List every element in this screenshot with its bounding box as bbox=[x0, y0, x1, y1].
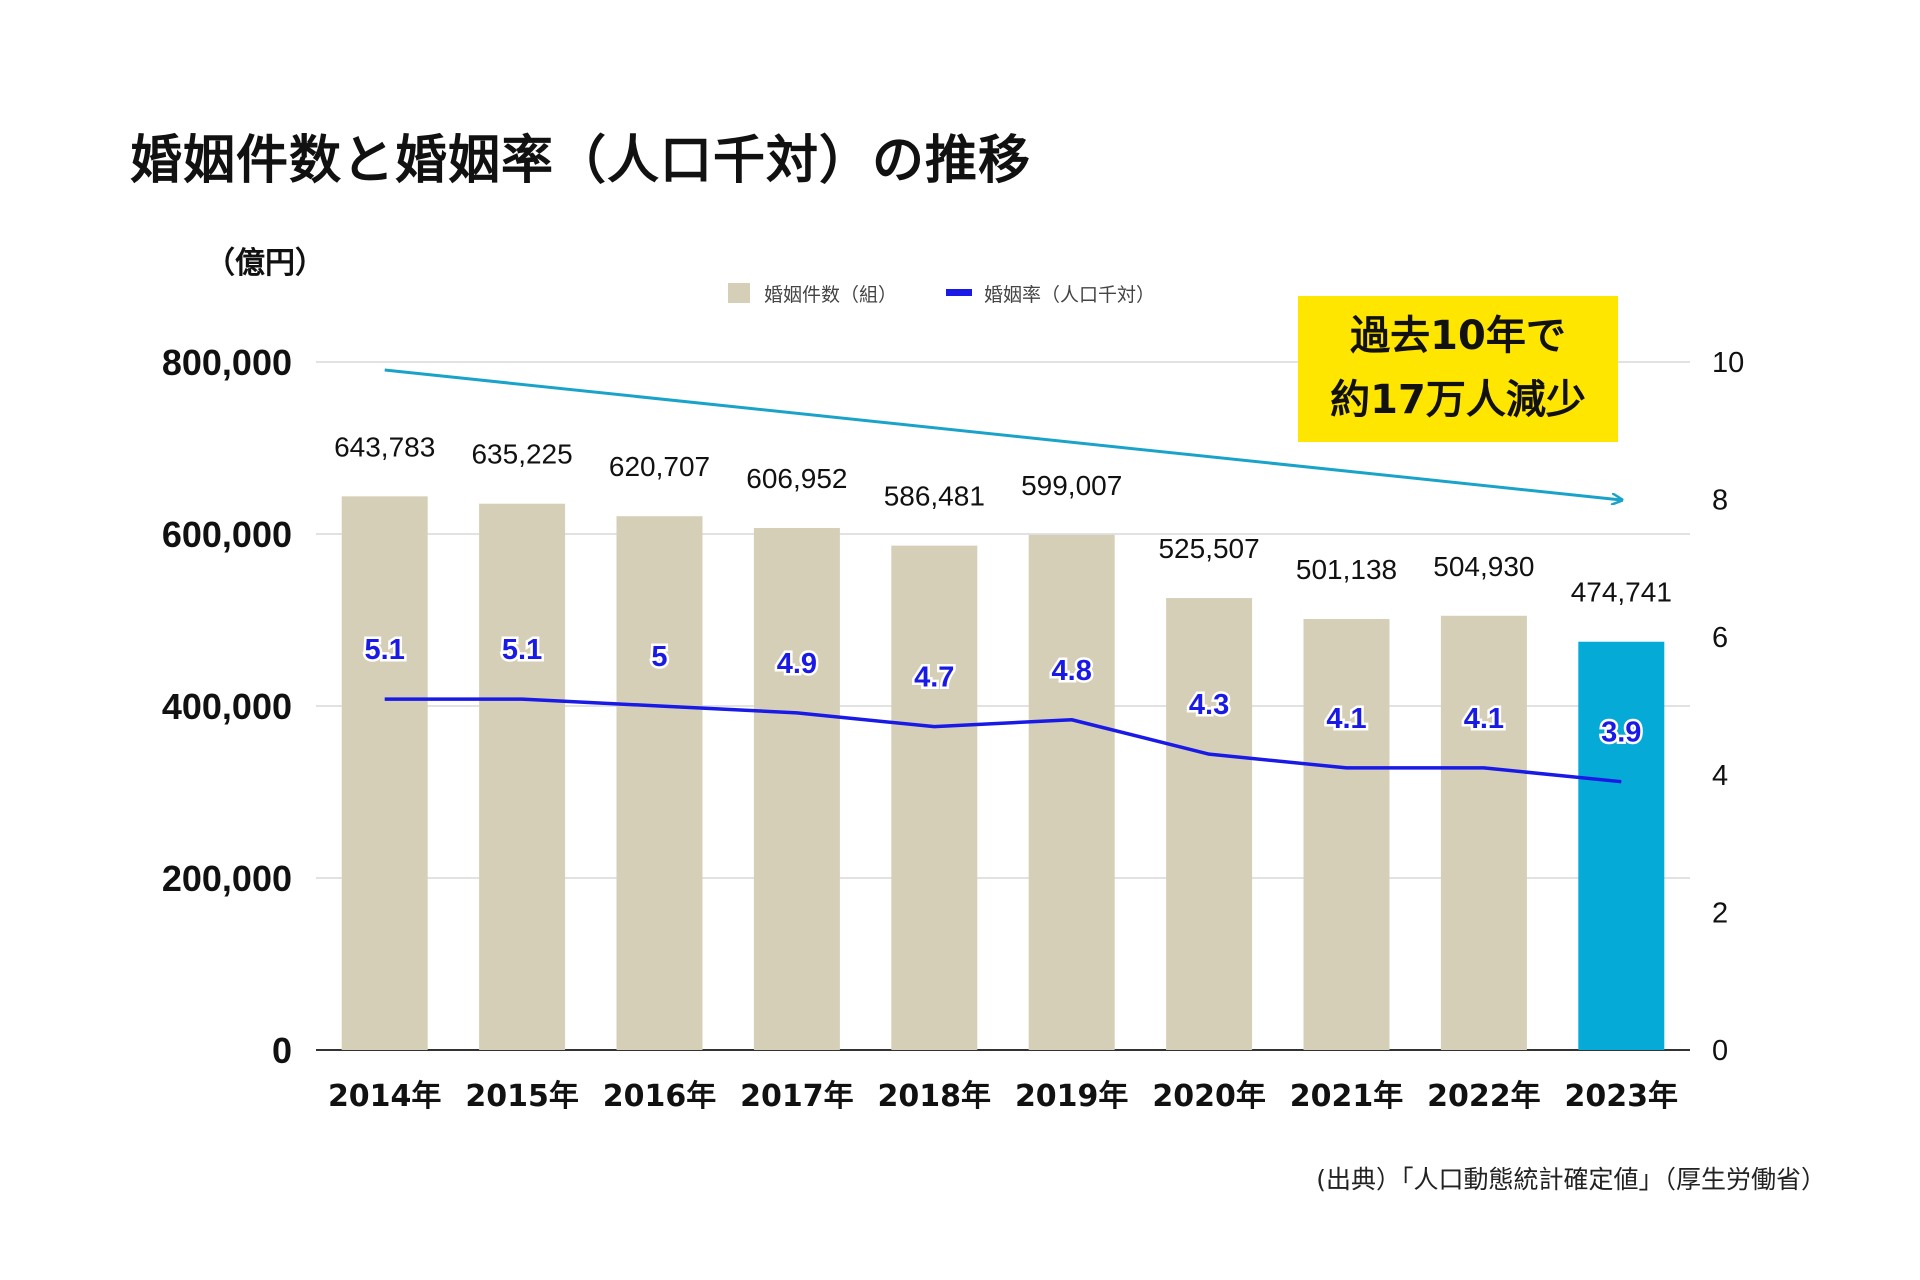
bar-value-label: 620,707 bbox=[609, 451, 710, 482]
bar bbox=[753, 528, 840, 1050]
bar bbox=[891, 545, 978, 1050]
category-label: 2021年 bbox=[1290, 1079, 1404, 1114]
trend-arrow bbox=[384, 368, 1622, 500]
bar bbox=[1440, 615, 1527, 1050]
trend-arrow-group bbox=[384, 368, 1622, 500]
rate-value-label: 4.8 bbox=[1052, 655, 1092, 687]
right-axis-tick-label: 10 bbox=[1712, 347, 1744, 379]
category-label: 2017年 bbox=[740, 1079, 854, 1114]
bar bbox=[1028, 534, 1115, 1050]
bar bbox=[1578, 641, 1665, 1050]
bar-value-label: 504,930 bbox=[1433, 551, 1534, 582]
chart-title: 婚姻件数と婚姻率（人口千対）の推移 bbox=[130, 131, 1032, 191]
category-label: 2014年 bbox=[328, 1079, 442, 1114]
bar bbox=[341, 496, 428, 1050]
left-axis-tick-label: 800,000 bbox=[162, 342, 292, 383]
right-axis-tick-label: 2 bbox=[1712, 897, 1728, 929]
bar-value-label: 586,481 bbox=[884, 481, 985, 512]
left-axis-tick-label: 0 bbox=[272, 1030, 292, 1071]
left-axis-tick-label: 200,000 bbox=[162, 858, 292, 899]
left-axis-tick-label: 600,000 bbox=[162, 514, 292, 555]
bar bbox=[1166, 598, 1253, 1050]
category-label: 2018年 bbox=[878, 1079, 992, 1114]
callout-line-2: 約17万人減少 bbox=[1330, 377, 1586, 423]
right-axis-tick-label: 8 bbox=[1712, 485, 1728, 517]
rate-value-label: 4.1 bbox=[1464, 703, 1504, 735]
left-axis-tick-label: 400,000 bbox=[162, 686, 292, 727]
category-label: 2023年 bbox=[1565, 1079, 1679, 1114]
rate-value-label: 5 bbox=[651, 641, 667, 673]
rate-value-label: 4.9 bbox=[777, 648, 817, 680]
bar-value-label: 525,507 bbox=[1158, 533, 1259, 564]
category-label: 2022年 bbox=[1427, 1079, 1541, 1114]
legend-swatch-line bbox=[946, 289, 972, 296]
rate-value-label: 5.1 bbox=[502, 634, 542, 666]
rate-value-labels: 5.1 5.1 5 4.9 4.7 4.8 4.3 4.1 4.1 3.9 bbox=[362, 632, 1644, 752]
legend-label-bar: 婚姻件数（組） bbox=[764, 284, 897, 306]
category-labels: 2014年 2015年 2016年 2017年 2018年 2019年 2020年 2021年… bbox=[328, 1079, 1678, 1114]
left-axis-ticks: 0 200,000 400,000 600,000 800,000 bbox=[162, 342, 292, 1071]
source-note: (出典）「人口動態統計確定値」（厚生労働省） bbox=[1316, 1165, 1826, 1194]
bar bbox=[616, 516, 703, 1050]
rate-line bbox=[384, 697, 1622, 784]
bar bbox=[479, 503, 566, 1050]
right-axis-ticks: 0 2 4 6 8 10 bbox=[1712, 347, 1744, 1067]
category-label: 2015年 bbox=[465, 1079, 579, 1114]
rate-value-label: 3.9 bbox=[1601, 717, 1641, 749]
bar-value-label: 474,741 bbox=[1571, 577, 1672, 608]
left-axis-unit-label: （億円） bbox=[205, 246, 325, 281]
legend-label-line: 婚姻率（人口千対） bbox=[984, 284, 1155, 306]
legend-swatch-bar bbox=[728, 283, 750, 303]
right-axis-tick-label: 0 bbox=[1712, 1035, 1728, 1067]
callout-line-1: 過去10年で bbox=[1350, 313, 1566, 359]
category-label: 2020年 bbox=[1152, 1079, 1266, 1114]
rate-value-label: 4.1 bbox=[1326, 703, 1366, 735]
rate-value-label: 5.1 bbox=[365, 634, 405, 666]
bar bbox=[1303, 619, 1390, 1050]
bars bbox=[341, 496, 1665, 1050]
bar-value-label: 635,225 bbox=[471, 439, 572, 470]
right-axis-tick-label: 4 bbox=[1712, 760, 1728, 792]
category-label: 2016年 bbox=[603, 1079, 717, 1114]
rate-line-group bbox=[384, 697, 1622, 784]
right-axis-tick-label: 6 bbox=[1712, 622, 1728, 654]
category-label: 2019年 bbox=[1015, 1079, 1129, 1114]
rate-value-label: 4.7 bbox=[914, 662, 954, 694]
bar-value-labels: 643,783 635,225 620,707 606,952 586,481 599,0… bbox=[334, 431, 1672, 607]
bar-value-label: 599,007 bbox=[1021, 470, 1122, 501]
rate-value-label: 4.3 bbox=[1189, 689, 1229, 721]
legend: 婚姻件数（組） 婚姻率（人口千対） bbox=[728, 283, 1155, 306]
callout-box: 過去10年で 約17万人減少 bbox=[1298, 296, 1618, 442]
bar-value-label: 643,783 bbox=[334, 431, 435, 462]
bar-value-label: 606,952 bbox=[746, 463, 847, 494]
bar-value-label: 501,138 bbox=[1296, 554, 1397, 585]
